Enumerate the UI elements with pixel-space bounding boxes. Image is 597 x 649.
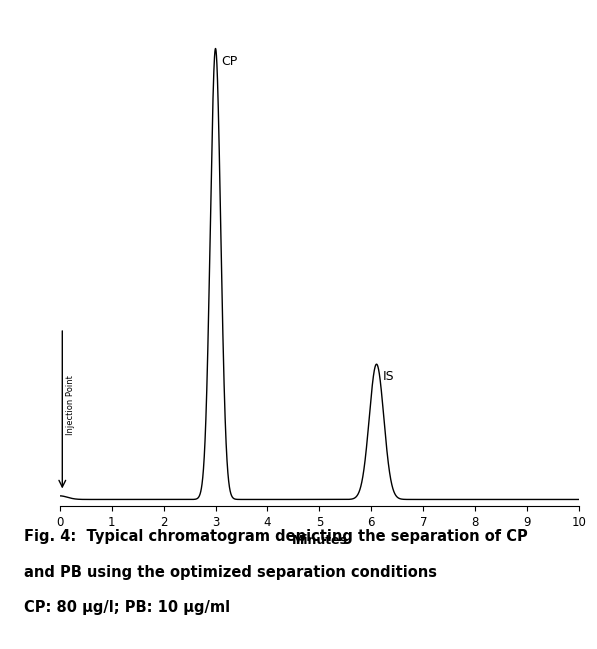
Text: Fig. 4:  Typical chromatogram depicting the separation of CP: Fig. 4: Typical chromatogram depicting t…	[24, 529, 528, 544]
Text: Injection Point: Injection Point	[66, 375, 75, 435]
Text: and PB using the optimized separation conditions: and PB using the optimized separation co…	[24, 565, 437, 580]
Text: CP: CP	[221, 55, 238, 68]
Text: IS: IS	[383, 369, 395, 382]
X-axis label: Minutes: Minutes	[291, 535, 347, 548]
Text: CP: 80 μg/l; PB: 10 μg/ml: CP: 80 μg/l; PB: 10 μg/ml	[24, 600, 230, 615]
